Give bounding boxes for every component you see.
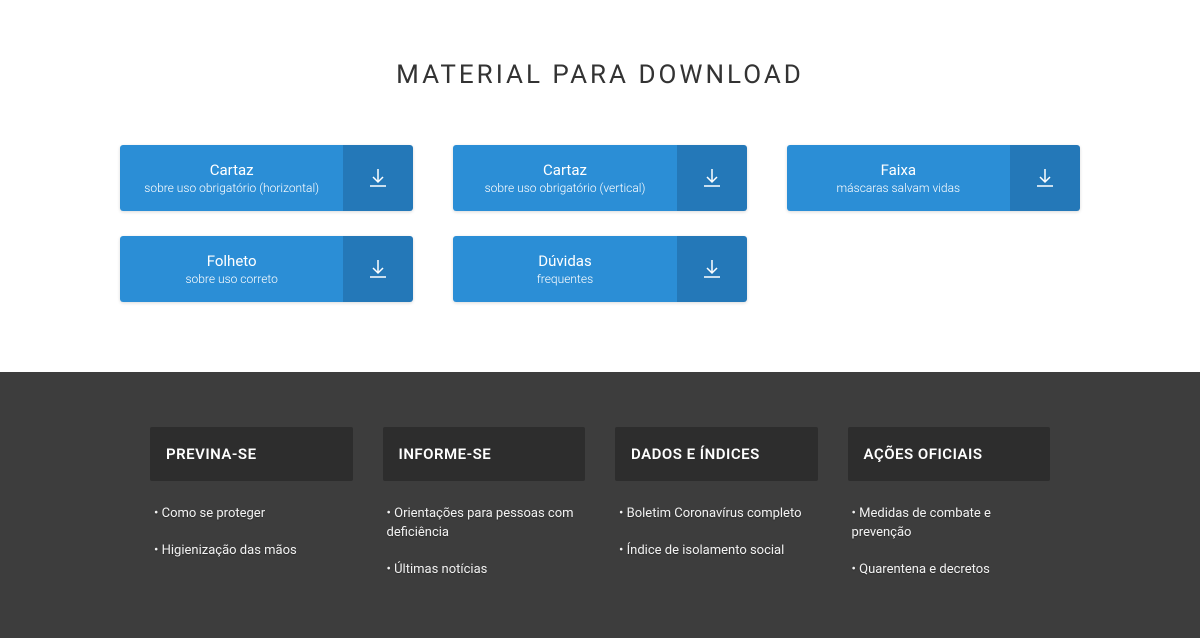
footer-links: Boletim Coronavírus completo Índice de i… <box>615 505 818 561</box>
download-card-folheto[interactable]: Folheto sobre uso correto <box>120 236 413 302</box>
download-card-subtitle: sobre uso correto <box>185 272 277 287</box>
footer-link[interactable]: Últimas notícias <box>387 561 582 580</box>
download-icon <box>343 236 413 302</box>
download-card-subtitle: sobre uso obrigatório (vertical) <box>485 181 646 196</box>
footer: PREVINA-SE Como se proteger Higienização… <box>0 372 1200 638</box>
footer-link[interactable]: Higienização das mãos <box>154 542 349 561</box>
download-card-cartaz-vertical[interactable]: Cartaz sobre uso obrigatório (vertical) <box>453 145 746 211</box>
footer-link[interactable]: Índice de isolamento social <box>619 542 814 561</box>
footer-link[interactable]: Medidas de combate e prevenção <box>852 505 1047 543</box>
footer-link[interactable]: Boletim Coronavírus completo <box>619 505 814 524</box>
download-section: MATERIAL PARA DOWNLOAD Cartaz sobre uso … <box>0 0 1200 372</box>
footer-link[interactable]: Como se proteger <box>154 505 349 524</box>
download-card-title: Cartaz <box>543 161 587 179</box>
footer-links: Como se proteger Higienização das mãos <box>150 505 353 561</box>
download-card-faixa[interactable]: Faixa máscaras salvam vidas <box>787 145 1080 211</box>
download-card-text: Cartaz sobre uso obrigatório (horizontal… <box>120 145 343 211</box>
footer-col-dados: DADOS E ÍNDICES Boletim Coronavírus comp… <box>615 427 818 598</box>
footer-link[interactable]: Orientações para pessoas com deficiência <box>387 505 582 543</box>
footer-header: DADOS E ÍNDICES <box>615 427 818 481</box>
download-card-text: Dúvidas frequentes <box>453 236 676 302</box>
footer-col-informe-se: INFORME-SE Orientações para pessoas com … <box>383 427 586 598</box>
footer-col-acoes: AÇÕES OFICIAIS Medidas de combate e prev… <box>848 427 1051 598</box>
download-card-title: Dúvidas <box>538 252 591 270</box>
download-card-title: Cartaz <box>210 161 254 179</box>
download-icon <box>677 145 747 211</box>
download-card-subtitle: máscaras salvam vidas <box>837 181 961 196</box>
download-icon <box>1010 145 1080 211</box>
footer-links: Medidas de combate e prevenção Quarenten… <box>848 505 1051 580</box>
footer-links: Orientações para pessoas com deficiência… <box>383 505 586 580</box>
download-card-title: Faixa <box>881 161 916 179</box>
download-icon <box>343 145 413 211</box>
download-card-subtitle: sobre uso obrigatório (horizontal) <box>144 181 319 196</box>
footer-link[interactable]: Quarentena e decretos <box>852 561 1047 580</box>
download-card-duvidas[interactable]: Dúvidas frequentes <box>453 236 746 302</box>
download-card-subtitle: frequentes <box>537 272 593 287</box>
footer-col-previna-se: PREVINA-SE Como se proteger Higienização… <box>150 427 353 598</box>
download-grid: Cartaz sobre uso obrigatório (horizontal… <box>120 145 1080 302</box>
download-card-title: Folheto <box>207 252 257 270</box>
download-card-text: Cartaz sobre uso obrigatório (vertical) <box>453 145 676 211</box>
footer-header: INFORME-SE <box>383 427 586 481</box>
download-card-text: Folheto sobre uso correto <box>120 236 343 302</box>
footer-header: AÇÕES OFICIAIS <box>848 427 1051 481</box>
footer-header: PREVINA-SE <box>150 427 353 481</box>
section-title: MATERIAL PARA DOWNLOAD <box>0 60 1200 90</box>
download-card-text: Faixa máscaras salvam vidas <box>787 145 1010 211</box>
download-card-cartaz-horizontal[interactable]: Cartaz sobre uso obrigatório (horizontal… <box>120 145 413 211</box>
footer-grid: PREVINA-SE Como se proteger Higienização… <box>150 427 1050 598</box>
download-icon <box>677 236 747 302</box>
